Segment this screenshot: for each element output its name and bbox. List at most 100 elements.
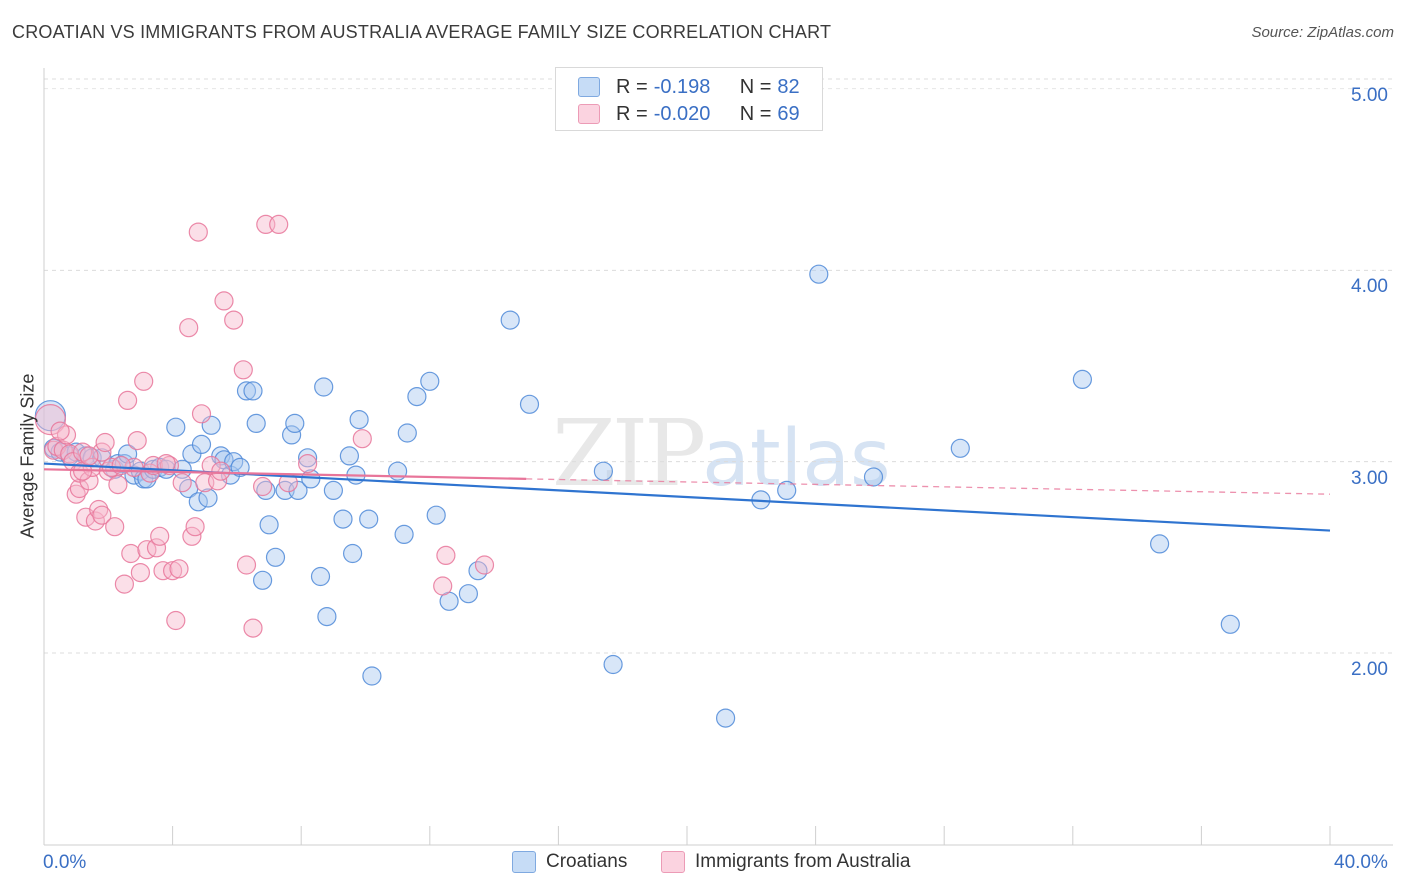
y-tick-2: 2.00 <box>1351 659 1388 680</box>
immigrants-point <box>172 473 192 493</box>
croatians-point <box>236 381 257 401</box>
immigrants-point <box>117 390 138 410</box>
immigrants-point <box>269 214 289 234</box>
immigrants-australia-points <box>34 214 495 638</box>
croatians-point <box>349 410 369 430</box>
immigrants-point <box>253 476 273 497</box>
immigrants-point <box>66 484 86 504</box>
legend-n-value: 82 <box>777 75 800 98</box>
immigrants-point <box>436 545 456 566</box>
croatians-point <box>166 417 186 437</box>
croatians-point <box>323 480 343 500</box>
legend-row-croatians: R = -0.198 N = 82 <box>578 74 800 100</box>
immigrants-point <box>92 505 112 525</box>
bottom-legend-immigrants: Immigrants from Australia <box>661 851 910 873</box>
croatians-point <box>519 394 540 414</box>
immigrants-point <box>298 454 318 474</box>
croatians-trend-line <box>43 462 1331 532</box>
immigrants-trend-extension <box>526 478 1331 495</box>
immigrants-point <box>179 318 199 338</box>
croatians-point <box>310 566 331 587</box>
y-tick-3: 3.00 <box>1351 467 1388 489</box>
immigrants-point <box>105 517 125 537</box>
immigrants-point <box>166 610 186 631</box>
immigrants-point <box>134 371 154 391</box>
legend-swatch-croatians <box>578 77 600 97</box>
croatians-point <box>407 387 427 407</box>
immigrants-trend-line <box>43 468 527 480</box>
source-credit: Source: ZipAtlas.com <box>1251 24 1394 41</box>
watermark-atlas: atlas <box>702 414 891 504</box>
croatians-point <box>317 606 337 627</box>
croatians-point <box>500 310 520 330</box>
immigrants-point <box>79 446 99 466</box>
watermark-zip: ZIP <box>552 400 706 507</box>
legend-r-value: -0.198 <box>653 75 711 98</box>
croatians-point <box>426 505 446 525</box>
croatians-point <box>950 438 970 458</box>
croatians-point <box>182 444 202 464</box>
legend-n-label: N = <box>739 75 772 98</box>
immigrants-point <box>153 561 173 581</box>
watermark: ZIPatlas <box>552 400 891 507</box>
croatians-point <box>339 446 359 466</box>
immigrants-point <box>146 538 167 558</box>
croatians-point <box>1072 369 1093 389</box>
croatians-point <box>593 461 614 481</box>
croatians-point <box>243 381 263 401</box>
bottom-legend-swatch-immigrants <box>661 851 685 873</box>
croatians-point <box>394 524 414 545</box>
croatians-point <box>285 413 305 433</box>
y-tick-5: 5.00 <box>1351 85 1388 106</box>
legend-r-label: R = <box>616 102 648 125</box>
croatians-point <box>282 425 302 445</box>
legend-n-label: N = <box>739 102 772 125</box>
immigrants-point <box>95 432 115 453</box>
immigrants-point <box>236 555 257 575</box>
croatians-point <box>362 666 382 686</box>
legend-n-value: 69 <box>777 102 800 125</box>
immigrants-point <box>137 540 157 560</box>
immigrants-point <box>114 574 135 594</box>
immigrants-point <box>169 559 189 579</box>
croatians-point <box>288 480 308 500</box>
croatians-point <box>333 509 353 529</box>
croatians-point <box>603 654 623 675</box>
immigrants-point <box>150 526 170 546</box>
immigrants-point <box>233 360 253 380</box>
croatians-point <box>191 434 212 454</box>
immigrants-point <box>191 404 212 424</box>
croatians-point <box>246 413 266 433</box>
axes <box>43 68 1393 846</box>
croatians-point <box>777 480 797 500</box>
immigrants-point <box>243 618 263 638</box>
immigrants-point <box>89 499 109 520</box>
immigrants-point <box>214 291 234 311</box>
croatians-point <box>265 547 286 567</box>
croatians-point <box>198 488 218 508</box>
immigrants-point <box>211 461 231 481</box>
immigrants-point <box>130 562 150 583</box>
croatians-point <box>230 457 250 477</box>
x-axis-min-label: 0.0% <box>43 852 87 873</box>
croatians-point <box>188 492 208 512</box>
y-axis-label: Average Family Size <box>17 373 38 539</box>
bottom-legend-swatch-croatians <box>512 851 536 873</box>
bottom-legend-label-immigrants: Immigrants from Australia <box>695 851 911 872</box>
immigrants-point <box>224 310 244 330</box>
correlation-legend: R = -0.198 N = 82 R = -0.020 N = 69 <box>555 67 823 131</box>
trend-lines <box>43 462 1331 532</box>
y-tick-4: 4.00 <box>1351 276 1388 298</box>
x-axis-max-label: 40.0% <box>1334 852 1388 873</box>
croatians-point <box>420 371 440 391</box>
croatians-point <box>397 423 417 443</box>
croatians-points <box>34 264 1240 728</box>
legend-r-value: -0.020 <box>653 102 711 125</box>
legend-r-label: R = <box>616 75 648 98</box>
immigrants-point <box>108 475 128 495</box>
croatians-point <box>715 708 736 728</box>
immigrants-point <box>69 463 90 483</box>
immigrants-point <box>433 576 453 596</box>
chart-title: CROATIAN VS IMMIGRANTS FROM AUSTRALIA AV… <box>12 22 832 42</box>
